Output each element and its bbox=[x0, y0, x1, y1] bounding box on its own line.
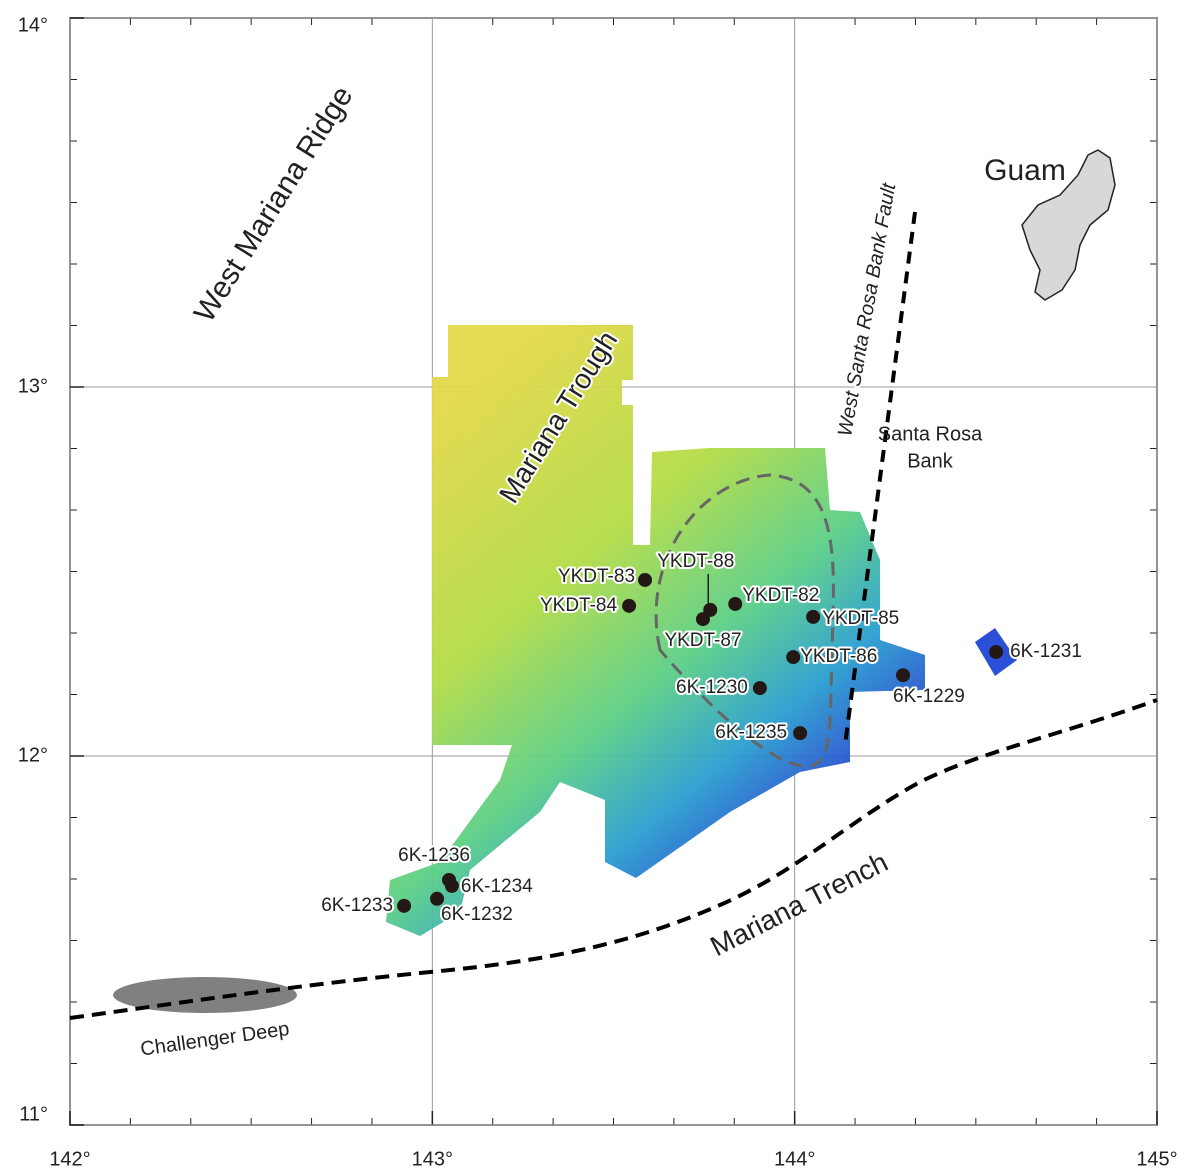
station-label: YKDT-86 bbox=[800, 646, 877, 667]
station-label: 6K-1235 bbox=[715, 722, 787, 743]
station-label: 6K-1236 bbox=[398, 845, 470, 866]
x-tick-label: 142° bbox=[49, 1148, 90, 1170]
station-dot bbox=[753, 681, 767, 695]
station-label: YKDT-88 bbox=[657, 551, 734, 572]
station-dot bbox=[696, 612, 710, 626]
station-dot bbox=[397, 899, 411, 913]
station-dot bbox=[786, 650, 800, 664]
y-tick-label: 14° bbox=[18, 14, 48, 36]
station-label: YKDT-83 bbox=[558, 566, 635, 587]
station-dot bbox=[445, 879, 459, 893]
map: West Mariana Ridge Mariana Trough West S… bbox=[0, 0, 1186, 1175]
station-label: YKDT-85 bbox=[822, 608, 899, 629]
station-dot bbox=[793, 726, 807, 740]
y-tick-label: 13° bbox=[18, 375, 48, 397]
station-dot bbox=[806, 610, 820, 624]
station-label: 6K-1233 bbox=[321, 895, 393, 916]
station-label: YKDT-82 bbox=[742, 585, 819, 606]
island-label: Guam bbox=[984, 154, 1066, 187]
station-label: 6K-1229 bbox=[893, 686, 965, 707]
station-dot bbox=[638, 573, 652, 587]
station-dot bbox=[989, 645, 1003, 659]
station-dot bbox=[622, 599, 636, 613]
station-label: 6K-1232 bbox=[441, 904, 513, 925]
station-label: YKDT-84 bbox=[540, 595, 618, 616]
x-tick-label: 143° bbox=[412, 1148, 453, 1170]
x-tick-label: 144° bbox=[774, 1148, 815, 1170]
station-dot bbox=[728, 597, 742, 611]
y-tick-label: 11° bbox=[19, 1103, 48, 1125]
y-tick-label: 12° bbox=[18, 744, 48, 766]
bank-label: Bank bbox=[907, 450, 954, 472]
station-dot bbox=[896, 668, 910, 682]
station-label: 6K-1231 bbox=[1010, 641, 1082, 662]
station-label: YKDT-87 bbox=[664, 630, 741, 651]
x-tick-label: 145° bbox=[1136, 1148, 1177, 1170]
station-label: 6K-1234 bbox=[461, 876, 533, 897]
bank-label: Santa Rosa bbox=[878, 423, 983, 445]
station-label: 6K-1230 bbox=[676, 677, 748, 698]
